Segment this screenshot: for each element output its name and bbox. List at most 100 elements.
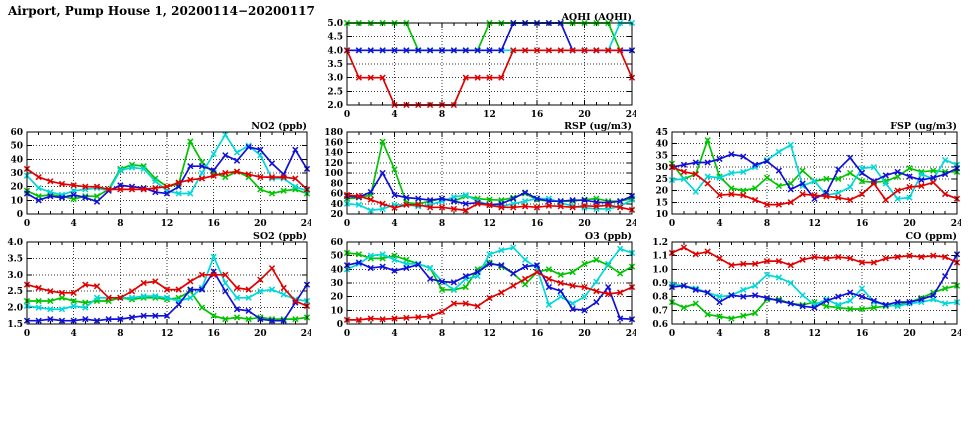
svg-text:0: 0	[24, 219, 30, 229]
axis-tick-labels: 2.0 2.5 3.0 3.5 4.0 4.5 5.0 0 4 8 12 16 20 24	[327, 19, 638, 120]
chart-o3: 0 10 20 30 40 50 60 0 4 8 12 16 20 24 O3 (ppb)	[321, 229, 638, 341]
grid-lines	[27, 242, 307, 324]
svg-text:20: 20	[330, 210, 343, 220]
svg-text:12: 12	[808, 219, 821, 229]
svg-text:8: 8	[439, 329, 445, 339]
svg-text:25: 25	[655, 175, 668, 185]
co-panel-title: CO (ppm)	[906, 231, 957, 242]
series-red	[343, 191, 636, 214]
svg-text:8: 8	[439, 110, 445, 120]
svg-text:30: 30	[330, 279, 343, 289]
svg-text:10: 10	[330, 306, 343, 316]
series-blue	[668, 251, 961, 311]
svg-text:4: 4	[391, 219, 397, 229]
svg-text:1.1: 1.1	[652, 252, 668, 262]
svg-text:24: 24	[626, 110, 636, 120]
svg-text:0: 0	[24, 329, 30, 339]
svg-text:12: 12	[483, 329, 496, 339]
svg-text:60: 60	[330, 190, 343, 200]
svg-text:8: 8	[117, 329, 123, 339]
series-cyan-markers	[23, 253, 311, 313]
svg-text:40: 40	[655, 140, 668, 150]
plot-border	[346, 241, 633, 325]
svg-text:2.0: 2.0	[327, 101, 343, 111]
series-cyan-line	[26, 254, 308, 311]
svg-text:160: 160	[324, 138, 343, 148]
svg-text:0.9: 0.9	[652, 279, 668, 289]
series-cyan-line	[346, 194, 633, 212]
series-red-markers	[343, 191, 636, 214]
svg-text:0.6: 0.6	[652, 320, 668, 330]
chart-rsp: 20 40 60 80 100 120 140 160 180 0 4 8 12 16 20 24 RSP (u…	[321, 119, 638, 231]
svg-text:8: 8	[439, 219, 445, 229]
svg-text:0: 0	[344, 110, 350, 120]
svg-text:2.0: 2.0	[7, 304, 23, 314]
svg-text:4: 4	[391, 110, 397, 120]
grid-lines	[672, 132, 957, 214]
series-red	[668, 164, 961, 208]
svg-text:5.0: 5.0	[327, 19, 343, 29]
svg-text:20: 20	[578, 329, 591, 339]
series-red	[23, 265, 311, 310]
svg-text:100: 100	[324, 169, 343, 179]
so2-panel-title: SO2 (ppb)	[253, 231, 307, 242]
svg-text:1.5: 1.5	[7, 320, 23, 330]
svg-text:4: 4	[71, 219, 77, 229]
co-plot-svg: 0.6 0.7 0.8 0.9 1.0 1.1 1.2 0 4 8 12 16 20 24 CO (ppm)	[652, 231, 963, 339]
series-red-markers	[23, 265, 311, 310]
no2-panel-title: NO2 (ppb)	[251, 121, 307, 132]
series-red	[668, 244, 961, 269]
svg-text:4: 4	[71, 329, 77, 339]
svg-text:1.0: 1.0	[652, 265, 668, 275]
svg-text:12: 12	[483, 219, 496, 229]
plot-border	[346, 22, 633, 106]
svg-text:16: 16	[207, 329, 220, 339]
svg-text:12: 12	[483, 110, 496, 120]
svg-text:4.0: 4.0	[327, 46, 343, 56]
svg-text:16: 16	[531, 329, 544, 339]
svg-text:3.5: 3.5	[327, 60, 343, 70]
svg-text:24: 24	[951, 219, 961, 229]
grid-lines	[347, 132, 632, 214]
svg-text:2.5: 2.5	[327, 87, 343, 97]
svg-text:0.8: 0.8	[652, 293, 668, 303]
series-cyan	[23, 131, 311, 198]
svg-text:24: 24	[951, 329, 961, 339]
svg-text:4: 4	[716, 219, 722, 229]
series-red-markers	[343, 268, 636, 324]
series-red-markers	[668, 164, 961, 208]
svg-text:0: 0	[669, 329, 675, 339]
svg-text:24: 24	[626, 219, 636, 229]
aqhi-plot-svg: 2.0 2.5 3.0 3.5 4.0 4.5 5.0 0 4 8 12 16 20 24 AQHI (AQ…	[327, 12, 638, 120]
svg-text:4: 4	[391, 329, 397, 339]
svg-text:50: 50	[10, 142, 23, 152]
series-red	[343, 268, 636, 324]
svg-text:30: 30	[10, 169, 23, 179]
svg-text:16: 16	[207, 219, 220, 229]
svg-text:0: 0	[344, 329, 350, 339]
svg-text:0: 0	[337, 320, 343, 330]
svg-text:16: 16	[856, 219, 869, 229]
chart-fsp: 10 15 20 25 30 35 40 45 0 4 8 12 16 20 24 FSP (ug/m3)	[646, 119, 963, 231]
svg-text:24: 24	[301, 219, 311, 229]
axis-tick-labels: 0.6 0.7 0.8 0.9 1.0 1.1 1.2 0 4 8 12 16 20 24	[652, 238, 963, 339]
plot-border	[346, 131, 633, 215]
svg-text:8: 8	[764, 329, 770, 339]
svg-text:16: 16	[531, 110, 544, 120]
svg-text:20: 20	[10, 183, 23, 193]
svg-text:20: 20	[578, 219, 591, 229]
series-green	[343, 138, 636, 207]
no2-plot-svg: 0 10 20 30 40 50 60 0 4 8 12 16 20 24 NO2 (ppb)	[10, 121, 313, 229]
svg-text:1.2: 1.2	[652, 238, 668, 248]
series-cyan-markers	[668, 141, 961, 202]
aqhi-panel-title: AQHI (AQHI)	[561, 12, 632, 23]
o3-panel-title: O3 (ppb)	[585, 231, 632, 242]
svg-text:15: 15	[655, 198, 668, 208]
svg-text:0: 0	[17, 210, 23, 220]
svg-text:10: 10	[655, 210, 668, 220]
svg-text:140: 140	[324, 149, 343, 159]
svg-text:20: 20	[578, 110, 591, 120]
svg-text:50: 50	[330, 252, 343, 262]
